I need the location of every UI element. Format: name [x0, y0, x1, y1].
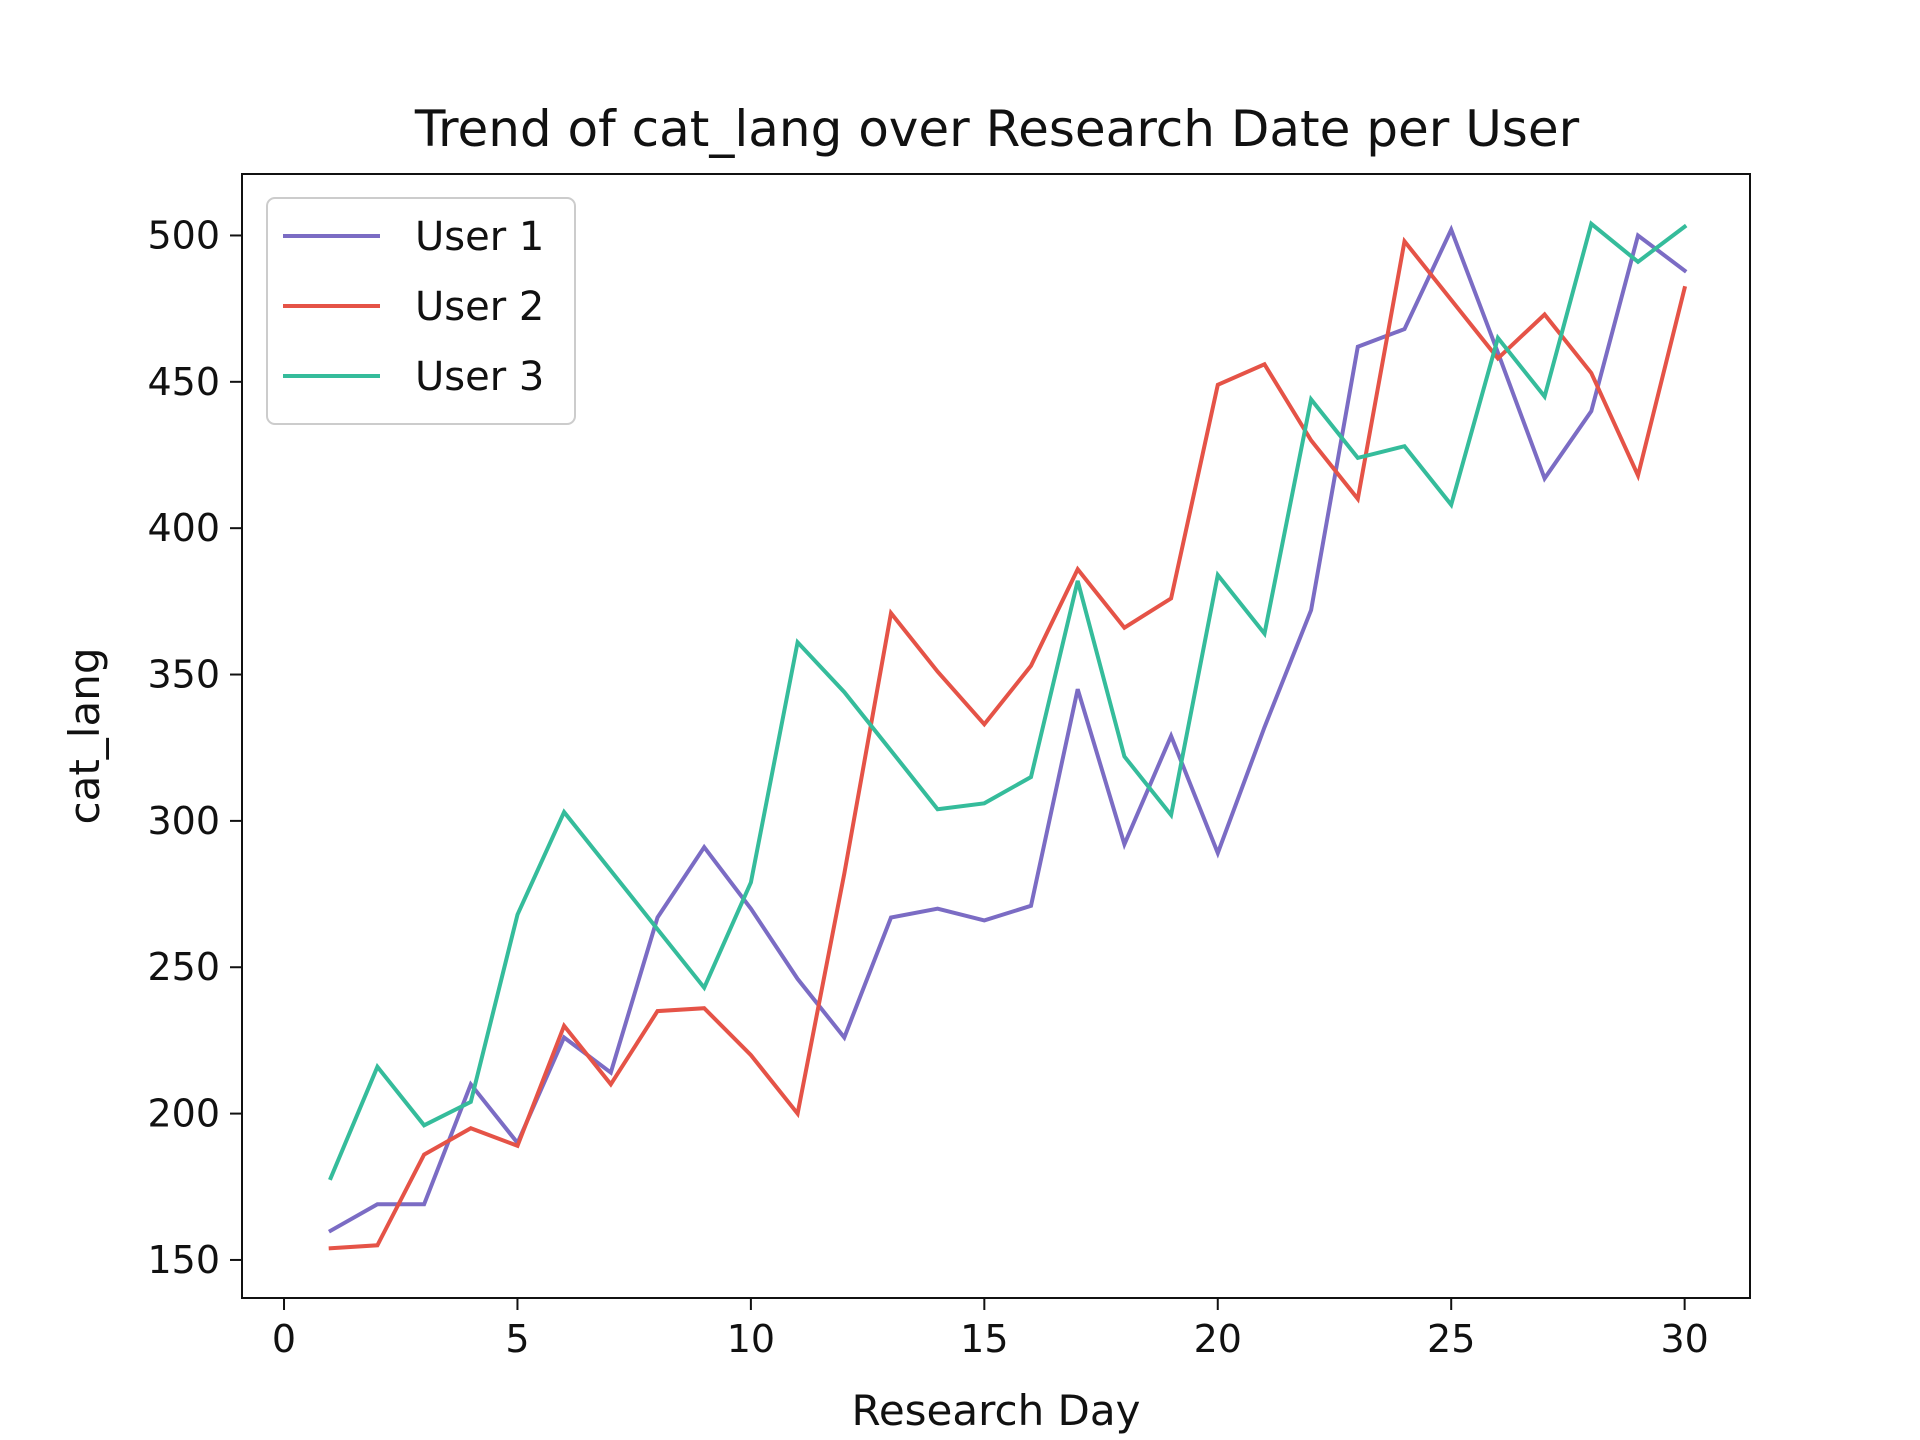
- x-tick-label: 25: [1427, 1317, 1475, 1361]
- series-layer: [327, 220, 1688, 1251]
- y-tick-label: 200: [147, 1092, 220, 1136]
- legend-label-user-1: User 1: [415, 214, 544, 260]
- x-tick-label: 20: [1194, 1317, 1242, 1361]
- legend: User 1 User 2 User 3: [266, 197, 576, 425]
- plot-frame: [241, 173, 1751, 1299]
- legend-box: [266, 197, 576, 425]
- x-tick-label: 10: [727, 1317, 775, 1361]
- x-axis: 0 5 10 15 20 25 30: [272, 1298, 1709, 1361]
- x-tick-label: 15: [960, 1317, 1008, 1361]
- series-line-user-2: [328, 236, 1688, 1251]
- y-tick-label: 250: [147, 945, 220, 989]
- chart-title: Trend of cat_lang over Research Date per…: [414, 100, 1580, 158]
- legend-items: User 1 User 2 User 3: [283, 214, 544, 400]
- x-tick-label: 5: [505, 1317, 529, 1361]
- y-axis: 150 200 250 300 350 400 450 500: [147, 213, 242, 1282]
- series-line-user-1: [327, 224, 1688, 1234]
- y-tick-label: 150: [147, 1238, 220, 1282]
- series-line-user-3: [328, 220, 1688, 1181]
- legend-label-user-2: User 2: [415, 284, 544, 330]
- y-tick-label: 400: [147, 506, 220, 550]
- x-tick-label: 0: [272, 1317, 296, 1361]
- y-tick-label: 500: [147, 213, 220, 257]
- x-axis-label: Research Day: [852, 1386, 1141, 1435]
- y-tick-label: 300: [147, 799, 220, 843]
- legend-label-user-3: User 3: [415, 354, 544, 400]
- x-tick-label: 30: [1660, 1317, 1708, 1361]
- y-tick-label: 450: [147, 360, 220, 404]
- y-tick-label: 350: [147, 653, 220, 697]
- y-axis-label: cat_lang: [60, 648, 109, 825]
